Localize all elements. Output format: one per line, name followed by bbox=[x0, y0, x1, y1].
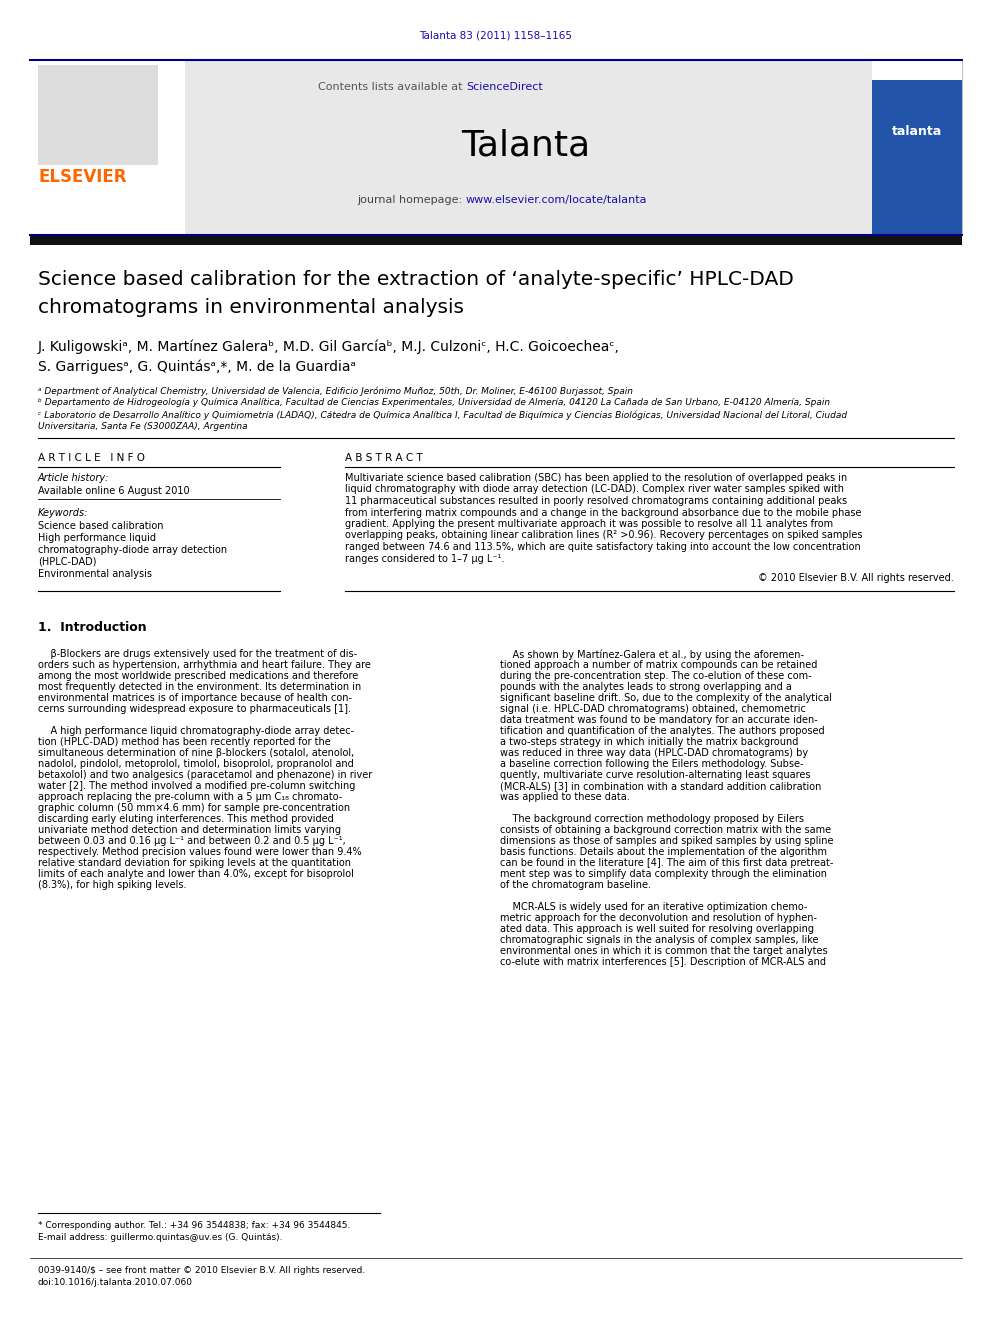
Text: Talanta: Talanta bbox=[461, 128, 590, 161]
Text: Keywords:: Keywords: bbox=[38, 508, 88, 519]
Text: discarding early eluting interferences. This method provided: discarding early eluting interferences. … bbox=[38, 814, 333, 824]
Text: univariate method detection and determination limits varying: univariate method detection and determin… bbox=[38, 826, 341, 835]
Text: ranged between 74.6 and 113.5%, which are quite satisfactory taking into account: ranged between 74.6 and 113.5%, which ar… bbox=[345, 542, 861, 552]
Text: quently, multivariate curve resolution-alternating least squares: quently, multivariate curve resolution-a… bbox=[500, 770, 810, 781]
Text: ᵃ Department of Analytical Chemistry, Universidad de Valencia, Edificio Jerónimo: ᵃ Department of Analytical Chemistry, Un… bbox=[38, 386, 633, 396]
Text: A B S T R A C T: A B S T R A C T bbox=[345, 452, 423, 463]
Text: (8.3%), for high spiking levels.: (8.3%), for high spiking levels. bbox=[38, 880, 186, 890]
Text: Available online 6 August 2010: Available online 6 August 2010 bbox=[38, 486, 189, 496]
Bar bbox=[30, 235, 962, 245]
Text: nadolol, pindolol, metoprolol, timolol, bisoprolol, propranolol and: nadolol, pindolol, metoprolol, timolol, … bbox=[38, 759, 354, 769]
Text: As shown by Martínez-Galera et al., by using the aforemen-: As shown by Martínez-Galera et al., by u… bbox=[500, 650, 804, 659]
Text: most frequently detected in the environment. Its determination in: most frequently detected in the environm… bbox=[38, 681, 361, 692]
Text: water [2]. The method involved a modified pre-column switching: water [2]. The method involved a modifie… bbox=[38, 781, 355, 791]
Text: A R T I C L E   I N F O: A R T I C L E I N F O bbox=[38, 452, 145, 463]
Text: © 2010 Elsevier B.V. All rights reserved.: © 2010 Elsevier B.V. All rights reserved… bbox=[758, 573, 954, 583]
Text: ranges considered to 1–7 μg L⁻¹.: ranges considered to 1–7 μg L⁻¹. bbox=[345, 553, 504, 564]
Text: chromatographic signals in the analysis of complex samples, like: chromatographic signals in the analysis … bbox=[500, 935, 818, 945]
Text: 0039-9140/$ – see front matter © 2010 Elsevier B.V. All rights reserved.: 0039-9140/$ – see front matter © 2010 El… bbox=[38, 1266, 365, 1275]
Text: tioned approach a number of matrix compounds can be retained: tioned approach a number of matrix compo… bbox=[500, 660, 817, 669]
Text: tion (HPLC-DAD) method has been recently reported for the: tion (HPLC-DAD) method has been recently… bbox=[38, 737, 330, 747]
Text: relative standard deviation for spiking levels at the quantitation: relative standard deviation for spiking … bbox=[38, 859, 351, 868]
Text: limits of each analyte and lower than 4.0%, except for bisoprolol: limits of each analyte and lower than 4.… bbox=[38, 869, 354, 878]
Text: Science based calibration for the extraction of ‘analyte-specific’ HPLC-DAD: Science based calibration for the extrac… bbox=[38, 270, 794, 288]
Text: of the chromatogram baseline.: of the chromatogram baseline. bbox=[500, 880, 651, 890]
Text: Multivariate science based calibration (SBC) has been applied to the resolution : Multivariate science based calibration (… bbox=[345, 474, 847, 483]
Text: S. Garriguesᵃ, G. Quintásᵃ,*, M. de la Guardiaᵃ: S. Garriguesᵃ, G. Quintásᵃ,*, M. de la G… bbox=[38, 359, 356, 373]
Bar bbox=[872, 79, 962, 235]
Text: simultaneous determination of nine β-blockers (sotalol, atenolol,: simultaneous determination of nine β-blo… bbox=[38, 747, 354, 758]
Text: J. Kuligowskiᵃ, M. Martínez Galeraᵇ, M.D. Gil Garcíaᵇ, M.J. Culzoniᶜ, H.C. Goico: J. Kuligowskiᵃ, M. Martínez Galeraᵇ, M.D… bbox=[38, 340, 620, 355]
Text: was reduced in three way data (HPLC-DAD chromatograms) by: was reduced in three way data (HPLC-DAD … bbox=[500, 747, 808, 758]
Text: a two-steps strategy in which initially the matrix background: a two-steps strategy in which initially … bbox=[500, 737, 799, 747]
Text: Article history:: Article history: bbox=[38, 474, 109, 483]
Text: (HPLC-DAD): (HPLC-DAD) bbox=[38, 557, 96, 568]
Text: ated data. This approach is well suited for resolving overlapping: ated data. This approach is well suited … bbox=[500, 923, 814, 934]
Bar bbox=[30, 60, 185, 235]
Text: significant baseline drift. So, due to the complexity of the analytical: significant baseline drift. So, due to t… bbox=[500, 693, 832, 703]
Text: Environmental analysis: Environmental analysis bbox=[38, 569, 152, 579]
Text: environmental ones in which it is common that the target analytes: environmental ones in which it is common… bbox=[500, 946, 827, 957]
Text: Contents lists available at: Contents lists available at bbox=[318, 82, 466, 93]
Text: High performance liquid: High performance liquid bbox=[38, 533, 156, 542]
Text: A high performance liquid chromatography-diode array detec-: A high performance liquid chromatography… bbox=[38, 726, 354, 736]
Text: consists of obtaining a background correction matrix with the same: consists of obtaining a background corre… bbox=[500, 826, 831, 835]
Text: overlapping peaks, obtaining linear calibration lines (R² >0.96). Recovery perce: overlapping peaks, obtaining linear cali… bbox=[345, 531, 862, 541]
Text: * Corresponding author. Tel.: +34 96 3544838; fax: +34 96 3544845.: * Corresponding author. Tel.: +34 96 354… bbox=[38, 1221, 350, 1230]
Text: environmental matrices is of importance because of health con-: environmental matrices is of importance … bbox=[38, 693, 352, 703]
Text: talanta: talanta bbox=[892, 124, 942, 138]
Text: Science based calibration: Science based calibration bbox=[38, 521, 164, 531]
Text: betaxolol) and two analgesics (paracetamol and phenazone) in river: betaxolol) and two analgesics (paracetam… bbox=[38, 770, 372, 781]
Text: www.elsevier.com/locate/talanta: www.elsevier.com/locate/talanta bbox=[466, 194, 648, 205]
Text: chromatograms in environmental analysis: chromatograms in environmental analysis bbox=[38, 298, 464, 318]
Text: 1.  Introduction: 1. Introduction bbox=[38, 620, 147, 634]
Text: ment step was to simplify data complexity through the elimination: ment step was to simplify data complexit… bbox=[500, 869, 827, 878]
Bar bbox=[30, 60, 962, 235]
Text: ELSEVIER: ELSEVIER bbox=[38, 168, 127, 187]
Text: orders such as hypertension, arrhythmia and heart failure. They are: orders such as hypertension, arrhythmia … bbox=[38, 660, 371, 669]
Text: liquid chromatography with diode array detection (LC-DAD). Complex river water s: liquid chromatography with diode array d… bbox=[345, 484, 844, 495]
Text: graphic column (50 mm×4.6 mm) for sample pre-concentration: graphic column (50 mm×4.6 mm) for sample… bbox=[38, 803, 350, 814]
Text: chromatography-diode array detection: chromatography-diode array detection bbox=[38, 545, 227, 556]
Text: cerns surrounding widespread exposure to pharmaceuticals [1].: cerns surrounding widespread exposure to… bbox=[38, 704, 351, 714]
Text: ᶜ Laboratorio de Desarrollo Analítico y Quimiometría (LADAQ), Cátedra de Química: ᶜ Laboratorio de Desarrollo Analítico y … bbox=[38, 410, 847, 419]
Text: respectively. Method precision values found were lower than 9.4%: respectively. Method precision values fo… bbox=[38, 847, 362, 857]
Text: was applied to these data.: was applied to these data. bbox=[500, 792, 630, 802]
Text: metric approach for the deconvolution and resolution of hyphen-: metric approach for the deconvolution an… bbox=[500, 913, 817, 923]
Text: during the pre-concentration step. The co-elution of these com-: during the pre-concentration step. The c… bbox=[500, 671, 811, 681]
Text: 11 pharmaceutical substances resulted in poorly resolved chromatograms containin: 11 pharmaceutical substances resulted in… bbox=[345, 496, 847, 505]
Text: a baseline correction following the Eilers methodology. Subse-: a baseline correction following the Eile… bbox=[500, 759, 804, 769]
Text: dimensions as those of samples and spiked samples by using spline: dimensions as those of samples and spike… bbox=[500, 836, 833, 845]
Bar bbox=[872, 60, 962, 79]
Text: data treatment was found to be mandatory for an accurate iden-: data treatment was found to be mandatory… bbox=[500, 714, 817, 725]
Text: MCR-ALS is widely used for an iterative optimization chemo-: MCR-ALS is widely used for an iterative … bbox=[500, 902, 807, 912]
Text: Universitaria, Santa Fe (S3000ZAA), Argentina: Universitaria, Santa Fe (S3000ZAA), Arge… bbox=[38, 422, 248, 431]
Text: tification and quantification of the analytes. The authors proposed: tification and quantification of the ana… bbox=[500, 726, 824, 736]
Text: pounds with the analytes leads to strong overlapping and a: pounds with the analytes leads to strong… bbox=[500, 681, 792, 692]
Bar bbox=[38, 65, 158, 165]
Text: journal homepage:: journal homepage: bbox=[357, 194, 466, 205]
Text: ScienceDirect: ScienceDirect bbox=[466, 82, 543, 93]
Text: The background correction methodology proposed by Eilers: The background correction methodology pr… bbox=[500, 814, 804, 824]
Text: doi:10.1016/j.talanta.2010.07.060: doi:10.1016/j.talanta.2010.07.060 bbox=[38, 1278, 193, 1287]
Text: from interfering matrix compounds and a change in the background absorbance due : from interfering matrix compounds and a … bbox=[345, 508, 861, 517]
Text: Talanta 83 (2011) 1158–1165: Talanta 83 (2011) 1158–1165 bbox=[420, 30, 572, 40]
Bar bbox=[872, 60, 962, 235]
Text: β-Blockers are drugs extensively used for the treatment of dis-: β-Blockers are drugs extensively used fo… bbox=[38, 650, 357, 659]
Text: between 0.03 and 0.16 μg L⁻¹ and between 0.2 and 0.5 μg L⁻¹,: between 0.03 and 0.16 μg L⁻¹ and between… bbox=[38, 836, 346, 845]
Text: signal (i.e. HPLC-DAD chromatograms) obtained, chemometric: signal (i.e. HPLC-DAD chromatograms) obt… bbox=[500, 704, 806, 714]
Text: (MCR-ALS) [3] in combination with a standard addition calibration: (MCR-ALS) [3] in combination with a stan… bbox=[500, 781, 821, 791]
Text: co-elute with matrix interferences [5]. Description of MCR-ALS and: co-elute with matrix interferences [5]. … bbox=[500, 957, 826, 967]
Text: among the most worldwide prescribed medications and therefore: among the most worldwide prescribed medi… bbox=[38, 671, 358, 681]
Text: ᵇ Departamento de Hidrogeología y Química Analítica, Facultad de Ciencias Experi: ᵇ Departamento de Hidrogeología y Químic… bbox=[38, 398, 830, 407]
Text: basis functions. Details about the implementation of the algorithm: basis functions. Details about the imple… bbox=[500, 847, 827, 857]
Text: approach replacing the pre-column with a 5 μm C₁₈ chromato-: approach replacing the pre-column with a… bbox=[38, 792, 342, 802]
Text: can be found in the literature [4]. The aim of this first data pretreat-: can be found in the literature [4]. The … bbox=[500, 859, 833, 868]
Text: E-mail address: guillermo.quintas@uv.es (G. Quintás).: E-mail address: guillermo.quintas@uv.es … bbox=[38, 1233, 283, 1242]
Text: gradient. Applying the present multivariate approach it was possible to resolve : gradient. Applying the present multivari… bbox=[345, 519, 833, 529]
